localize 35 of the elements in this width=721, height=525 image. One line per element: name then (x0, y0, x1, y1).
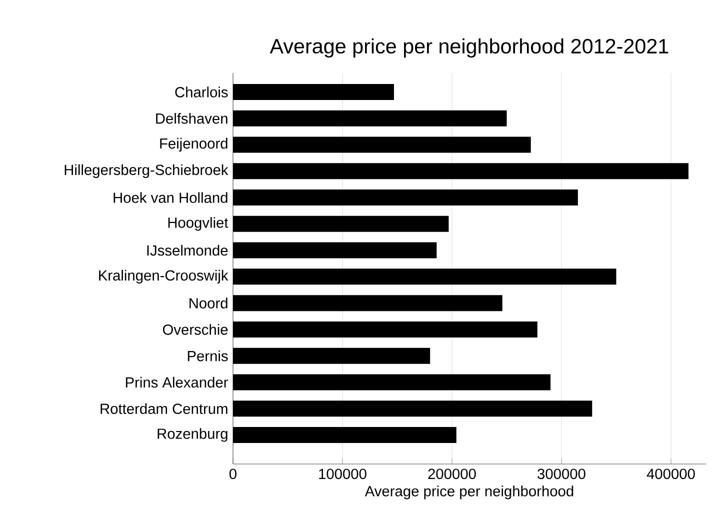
x-tick-label: 0 (229, 468, 236, 480)
bar (233, 348, 430, 364)
y-tick-label: Rotterdam Centrum (100, 403, 228, 414)
x-tick-label: 100000 (319, 468, 366, 480)
y-tick-label: Kralingen-Crooswijk (99, 270, 228, 284)
x-tick-label: 200000 (428, 468, 476, 480)
y-tick-label: Noord (190, 298, 228, 308)
y-tick-label: Delfshaven (156, 113, 228, 124)
x-tick-label: 300000 (538, 468, 586, 480)
bar (233, 321, 538, 338)
y-tick-label: Rozenburg (158, 428, 228, 442)
y-tick-label: Hoogvliet (168, 217, 228, 231)
y-tick-label: Charlois (175, 86, 228, 98)
bar (233, 136, 531, 153)
bar (233, 163, 688, 180)
bar (233, 426, 456, 443)
bar (233, 190, 578, 206)
bar (233, 216, 449, 232)
bar (233, 374, 551, 390)
x-tick-label: 400000 (646, 468, 695, 480)
y-tick-label: Pernis (188, 350, 228, 362)
x-axis-title: Average price per neighborhood (364, 486, 574, 500)
bar (233, 268, 616, 285)
bar (233, 400, 592, 417)
bar (233, 295, 502, 312)
y-tick-label: Prins Alexander (126, 376, 228, 388)
chart-title: Average price per neighborhood 2012-2021 (270, 38, 668, 58)
y-tick-label: Hoek van Holland (114, 192, 228, 203)
y-tick-label: IJsselmonde (147, 244, 228, 256)
bar (233, 110, 507, 126)
bar (233, 242, 437, 258)
bar (233, 84, 394, 100)
y-tick-label: Overschie (162, 324, 228, 335)
y-tick-label: Feijenoord (160, 138, 228, 152)
y-tick-label: Hillegersberg-Schiebroek (64, 164, 228, 178)
